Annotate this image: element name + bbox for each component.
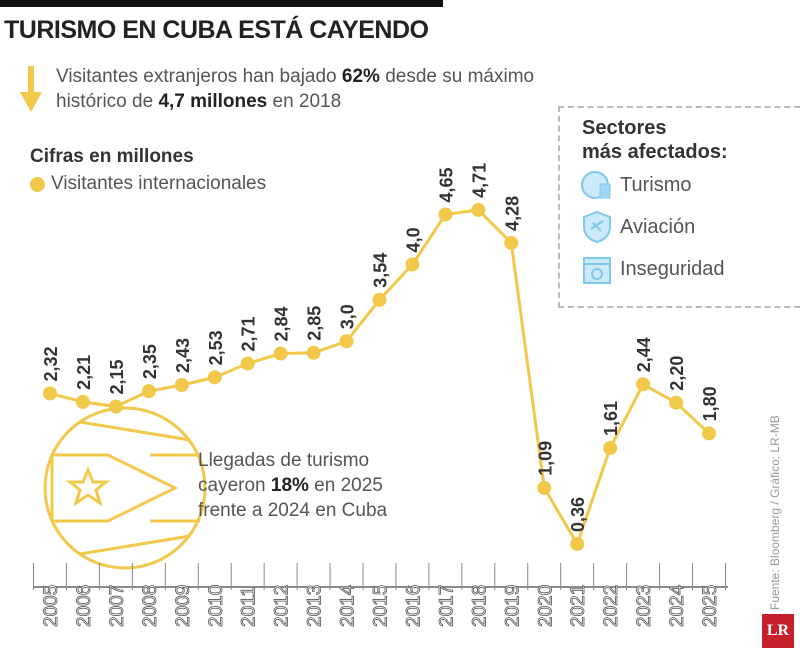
data-point <box>570 537 585 551</box>
data-label: 2,85 <box>305 306 325 341</box>
sector-label: Inseguridad <box>620 257 725 280</box>
x-tick-label: 2011 <box>239 586 260 627</box>
x-tick-label: 2008 <box>140 585 161 627</box>
data-label: 2,53 <box>206 330 226 365</box>
x-tick-label: 2021 <box>568 585 589 627</box>
x-tick-label: 2022 <box>601 585 622 627</box>
lr-logo: LR <box>762 614 794 648</box>
sector-inseguridad: Inseguridad <box>580 248 800 290</box>
data-label: 2,15 <box>107 359 127 394</box>
sector-label: Aviación <box>620 215 696 238</box>
data-label: 2,21 <box>74 355 94 390</box>
x-tick-label: 2014 <box>338 584 359 627</box>
x-axis: 2005 2006 2007 2008 2009 2010 2011 2012 2013 2014… <box>33 563 728 627</box>
sector-turismo: Turismo <box>580 164 800 206</box>
data-label: 3,0 <box>338 304 358 329</box>
data-point <box>174 378 189 393</box>
data-point <box>240 356 255 371</box>
subtitle-text: en 2018 <box>267 91 342 112</box>
x-tick-label: 2016 <box>403 585 424 627</box>
data-label: 2,35 <box>140 344 160 379</box>
x-tick-label: 2019 <box>502 585 523 627</box>
subtitle: Visitantes extranjeros han bajado 62% de… <box>56 64 534 114</box>
calendar-icon <box>583 257 611 284</box>
note-text: Llegadas de turismo cayeron 18% en 2025 fr… <box>198 450 388 521</box>
data-point <box>504 235 519 250</box>
x-tick-label: 2020 <box>535 585 556 627</box>
sector-label: Turismo <box>620 173 692 196</box>
data-label: 4,71 <box>469 163 489 198</box>
source-credit: Fuente: Bloomberg / Gráfico: LR-MB <box>768 415 782 610</box>
subtitle-text: histórico de <box>56 91 159 112</box>
legend-dot-icon <box>30 176 45 192</box>
x-tick-label: 2025 <box>700 585 721 627</box>
data-label: 0,36 <box>568 497 588 532</box>
data-point <box>471 202 486 217</box>
data-point <box>669 395 684 410</box>
x-tick-label: 2006 <box>74 585 95 627</box>
shield-plane-icon <box>583 210 611 244</box>
data-point <box>43 386 57 401</box>
data-point <box>537 480 552 495</box>
data-label: 2,84 <box>272 306 292 341</box>
data-label: 2,44 <box>634 337 654 372</box>
sector-aviacion: Aviación <box>580 206 800 248</box>
data-label: 1,61 <box>601 401 621 436</box>
data-point <box>405 257 420 272</box>
cuba-flag-icon <box>43 406 207 570</box>
x-tick-label: 2013 <box>305 585 326 627</box>
data-label: 2,20 <box>667 356 687 391</box>
arrow-down-icon <box>20 66 42 112</box>
x-tick-label: 2009 <box>173 585 194 627</box>
data-point <box>603 441 618 455</box>
legend-label: Visitantes internacionales <box>51 173 267 194</box>
x-tick-label: 2012 <box>272 585 293 627</box>
data-point <box>702 426 716 441</box>
data-point <box>207 370 222 385</box>
x-tick-label: 2023 <box>634 585 655 627</box>
data-point <box>141 384 156 399</box>
subtitle-peak: 4,7 millones <box>158 91 268 112</box>
data-label: 2,32 <box>41 346 61 381</box>
subtitle-text: desde su máximo <box>379 66 535 87</box>
data-label: 3,54 <box>371 253 391 288</box>
series-visitantes: 2,32 2,21 2,15 2,35 2,43 2,53 2,71 2,84 2,85 3,0 3… <box>41 163 720 551</box>
data-point <box>636 377 651 392</box>
data-point <box>372 292 387 307</box>
page-title: TURISMO EN CUBA ESTÁ CAYENDO <box>4 16 429 44</box>
x-tick-label: 2017 <box>436 585 457 627</box>
data-point <box>273 346 288 361</box>
data-point <box>438 207 453 222</box>
legend: Visitantes internacionales <box>30 173 266 195</box>
x-tick-label: 2005 <box>41 585 62 627</box>
sectors-box: Sectores más afectados: Turismo Aviación … <box>558 106 800 308</box>
x-tick-label: 2015 <box>371 585 392 627</box>
data-label: 1,80 <box>700 386 720 421</box>
sectors-title: Sectores más afectados: <box>582 117 728 163</box>
x-tick-label: 2007 <box>107 585 128 627</box>
data-label: 2,43 <box>173 338 193 373</box>
units-label: Cifras en millones <box>30 146 194 167</box>
data-point <box>108 399 123 414</box>
x-tick-label: 2024 <box>667 584 688 627</box>
x-tick-label: 2018 <box>469 585 490 627</box>
x-tick-label: 2010 <box>206 585 227 627</box>
data-label: 4,65 <box>436 167 456 202</box>
data-label: 2,71 <box>239 316 259 351</box>
top-rule <box>0 0 443 7</box>
globe-luggage-icon <box>581 171 611 199</box>
data-point <box>339 334 354 349</box>
subtitle-pct: 62% <box>341 66 380 87</box>
data-label: 1,09 <box>535 441 555 476</box>
data-point <box>75 394 90 409</box>
data-label: 4,28 <box>502 196 522 231</box>
subtitle-text: Visitantes extranjeros han bajado <box>56 66 342 87</box>
data-label: 4,0 <box>403 227 423 252</box>
data-point <box>306 345 321 360</box>
